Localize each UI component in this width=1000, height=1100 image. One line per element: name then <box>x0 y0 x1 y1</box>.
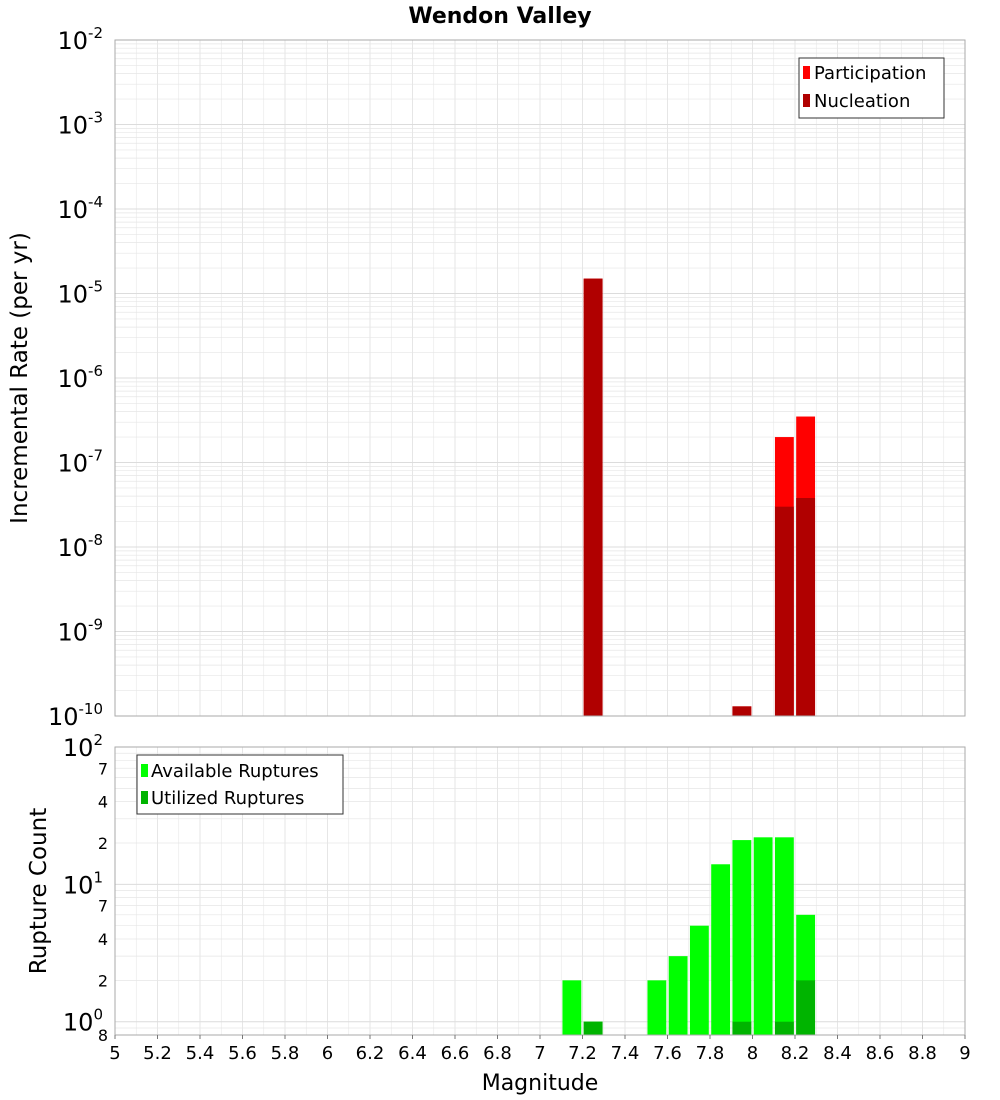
bar-available-ruptures <box>711 864 731 1035</box>
y-tick-label: 10-2 <box>57 24 103 55</box>
bottom-bars <box>562 837 816 1035</box>
x-tick-label: 6.8 <box>483 1043 512 1064</box>
top-plot-frame <box>114 39 966 717</box>
x-tick-label: 7 <box>534 1043 545 1064</box>
x-tick-label: 7.6 <box>653 1043 682 1064</box>
bar-available-ruptures <box>732 840 752 1035</box>
y-tick-label: 100 <box>63 1006 103 1037</box>
legend-swatch-participation <box>803 66 810 79</box>
y-minor-tick-label: 7 <box>98 759 108 778</box>
top-legend: Participation Nucleation <box>798 57 945 119</box>
bottom-y-axis-label: Rupture Count <box>26 808 52 974</box>
legend-label-utilized: Utilized Ruptures <box>151 788 304 809</box>
x-tick-label: 5.6 <box>228 1043 257 1064</box>
x-tick-label: 6.2 <box>356 1043 385 1064</box>
bar-nucleation <box>583 278 603 716</box>
x-tick-label: 8.8 <box>908 1043 937 1064</box>
x-axis-label: Magnitude <box>482 1071 599 1096</box>
bar-nucleation <box>774 506 794 716</box>
x-tick-label: 8.4 <box>823 1043 852 1064</box>
bar-nucleation <box>732 706 752 716</box>
y-tick-label: 10-5 <box>57 278 103 309</box>
x-tick-labels: 5 5.2 5.4 5.6 5.8 6 6.2 6.4 6.6 6.8 7 7.2 7.4 7.6 7.8 8… <box>109 1035 971 1064</box>
y-tick-label: 10-7 <box>57 447 103 478</box>
y-minor-tick-label: 4 <box>98 930 108 949</box>
bar-available-ruptures <box>753 837 773 1035</box>
bottom-legend-box <box>136 754 344 815</box>
x-tick-label: 7.4 <box>611 1043 640 1064</box>
x-tick-label: 8.2 <box>781 1043 810 1064</box>
top-panel: 10-2 10-3 10-4 10-5 10-6 10-7 10-8 10-9 10-10 In… <box>7 24 966 731</box>
x-tick-label: 6.6 <box>441 1043 470 1064</box>
y-tick-label: 10-3 <box>57 109 103 140</box>
y-tick-label: 10-9 <box>57 616 103 647</box>
bar-utilized-ruptures <box>796 980 816 1035</box>
x-tick-label: 8 <box>747 1043 758 1064</box>
y-tick-label: 102 <box>63 731 103 762</box>
bar-available-ruptures <box>689 925 709 1035</box>
y-tick-label: 10-4 <box>57 193 103 224</box>
y-tick-label: 10-8 <box>57 531 103 562</box>
x-tick-label: 6 <box>322 1043 333 1064</box>
bottom-legend: Available Ruptures Utilized Ruptures <box>136 754 344 815</box>
x-tick-label: 7.8 <box>696 1043 725 1064</box>
bar-available-ruptures <box>562 980 582 1035</box>
x-tick-label: 9 <box>959 1043 970 1064</box>
x-tick-label: 5 <box>109 1043 120 1064</box>
y-tick-label: 10-6 <box>57 362 103 393</box>
top-bars <box>583 278 816 716</box>
x-tick-label: 5.8 <box>271 1043 300 1064</box>
x-tick-label: 7.2 <box>568 1043 597 1064</box>
bar-utilized-ruptures <box>732 1021 752 1035</box>
y-tick-label: 101 <box>63 868 103 899</box>
legend-label-available: Available Ruptures <box>151 761 319 782</box>
top-grid <box>114 39 966 717</box>
x-tick-label: 8.6 <box>866 1043 895 1064</box>
y-tick-label: 10-10 <box>48 700 103 731</box>
bottom-panel: 102 101 100 7 4 2 7 4 2 8 5 5.2 5.4 5.6 5.8 6 6.2 6.4 6.6… <box>26 731 971 1096</box>
legend-swatch-nucleation <box>803 94 810 107</box>
top-y-tick-labels: 10-2 10-3 10-4 10-5 10-6 10-7 10-8 10-9 10-10 <box>48 24 103 731</box>
legend-label-nucleation: Nucleation <box>814 91 910 112</box>
top-legend-box <box>798 57 945 119</box>
y-minor-tick-label: 7 <box>98 897 108 916</box>
y-minor-tick-label: 2 <box>98 971 108 990</box>
legend-swatch-utilized <box>141 791 148 804</box>
x-tick-label: 6.4 <box>398 1043 427 1064</box>
bar-available-ruptures <box>668 956 688 1035</box>
bar-available-ruptures <box>647 980 667 1035</box>
legend-label-participation: Participation <box>814 63 926 84</box>
y-minor-tick-label: 4 <box>98 793 108 812</box>
y-minor-tick-label: 2 <box>98 834 108 853</box>
bar-utilized-ruptures <box>774 1021 794 1035</box>
bottom-y-tick-labels: 102 101 100 7 4 2 7 4 2 8 <box>63 731 108 1045</box>
legend-swatch-available <box>141 764 148 777</box>
chart-title: Wendon Valley <box>408 4 591 29</box>
bar-utilized-ruptures <box>583 1021 603 1035</box>
x-tick-label: 5.2 <box>143 1043 172 1064</box>
y-minor-tick-label: 8 <box>98 1026 108 1045</box>
top-y-axis-label: Incremental Rate (per yr) <box>7 232 33 524</box>
bar-nucleation <box>796 498 816 716</box>
x-tick-label: 5.4 <box>186 1043 215 1064</box>
bar-available-ruptures <box>774 837 794 1035</box>
